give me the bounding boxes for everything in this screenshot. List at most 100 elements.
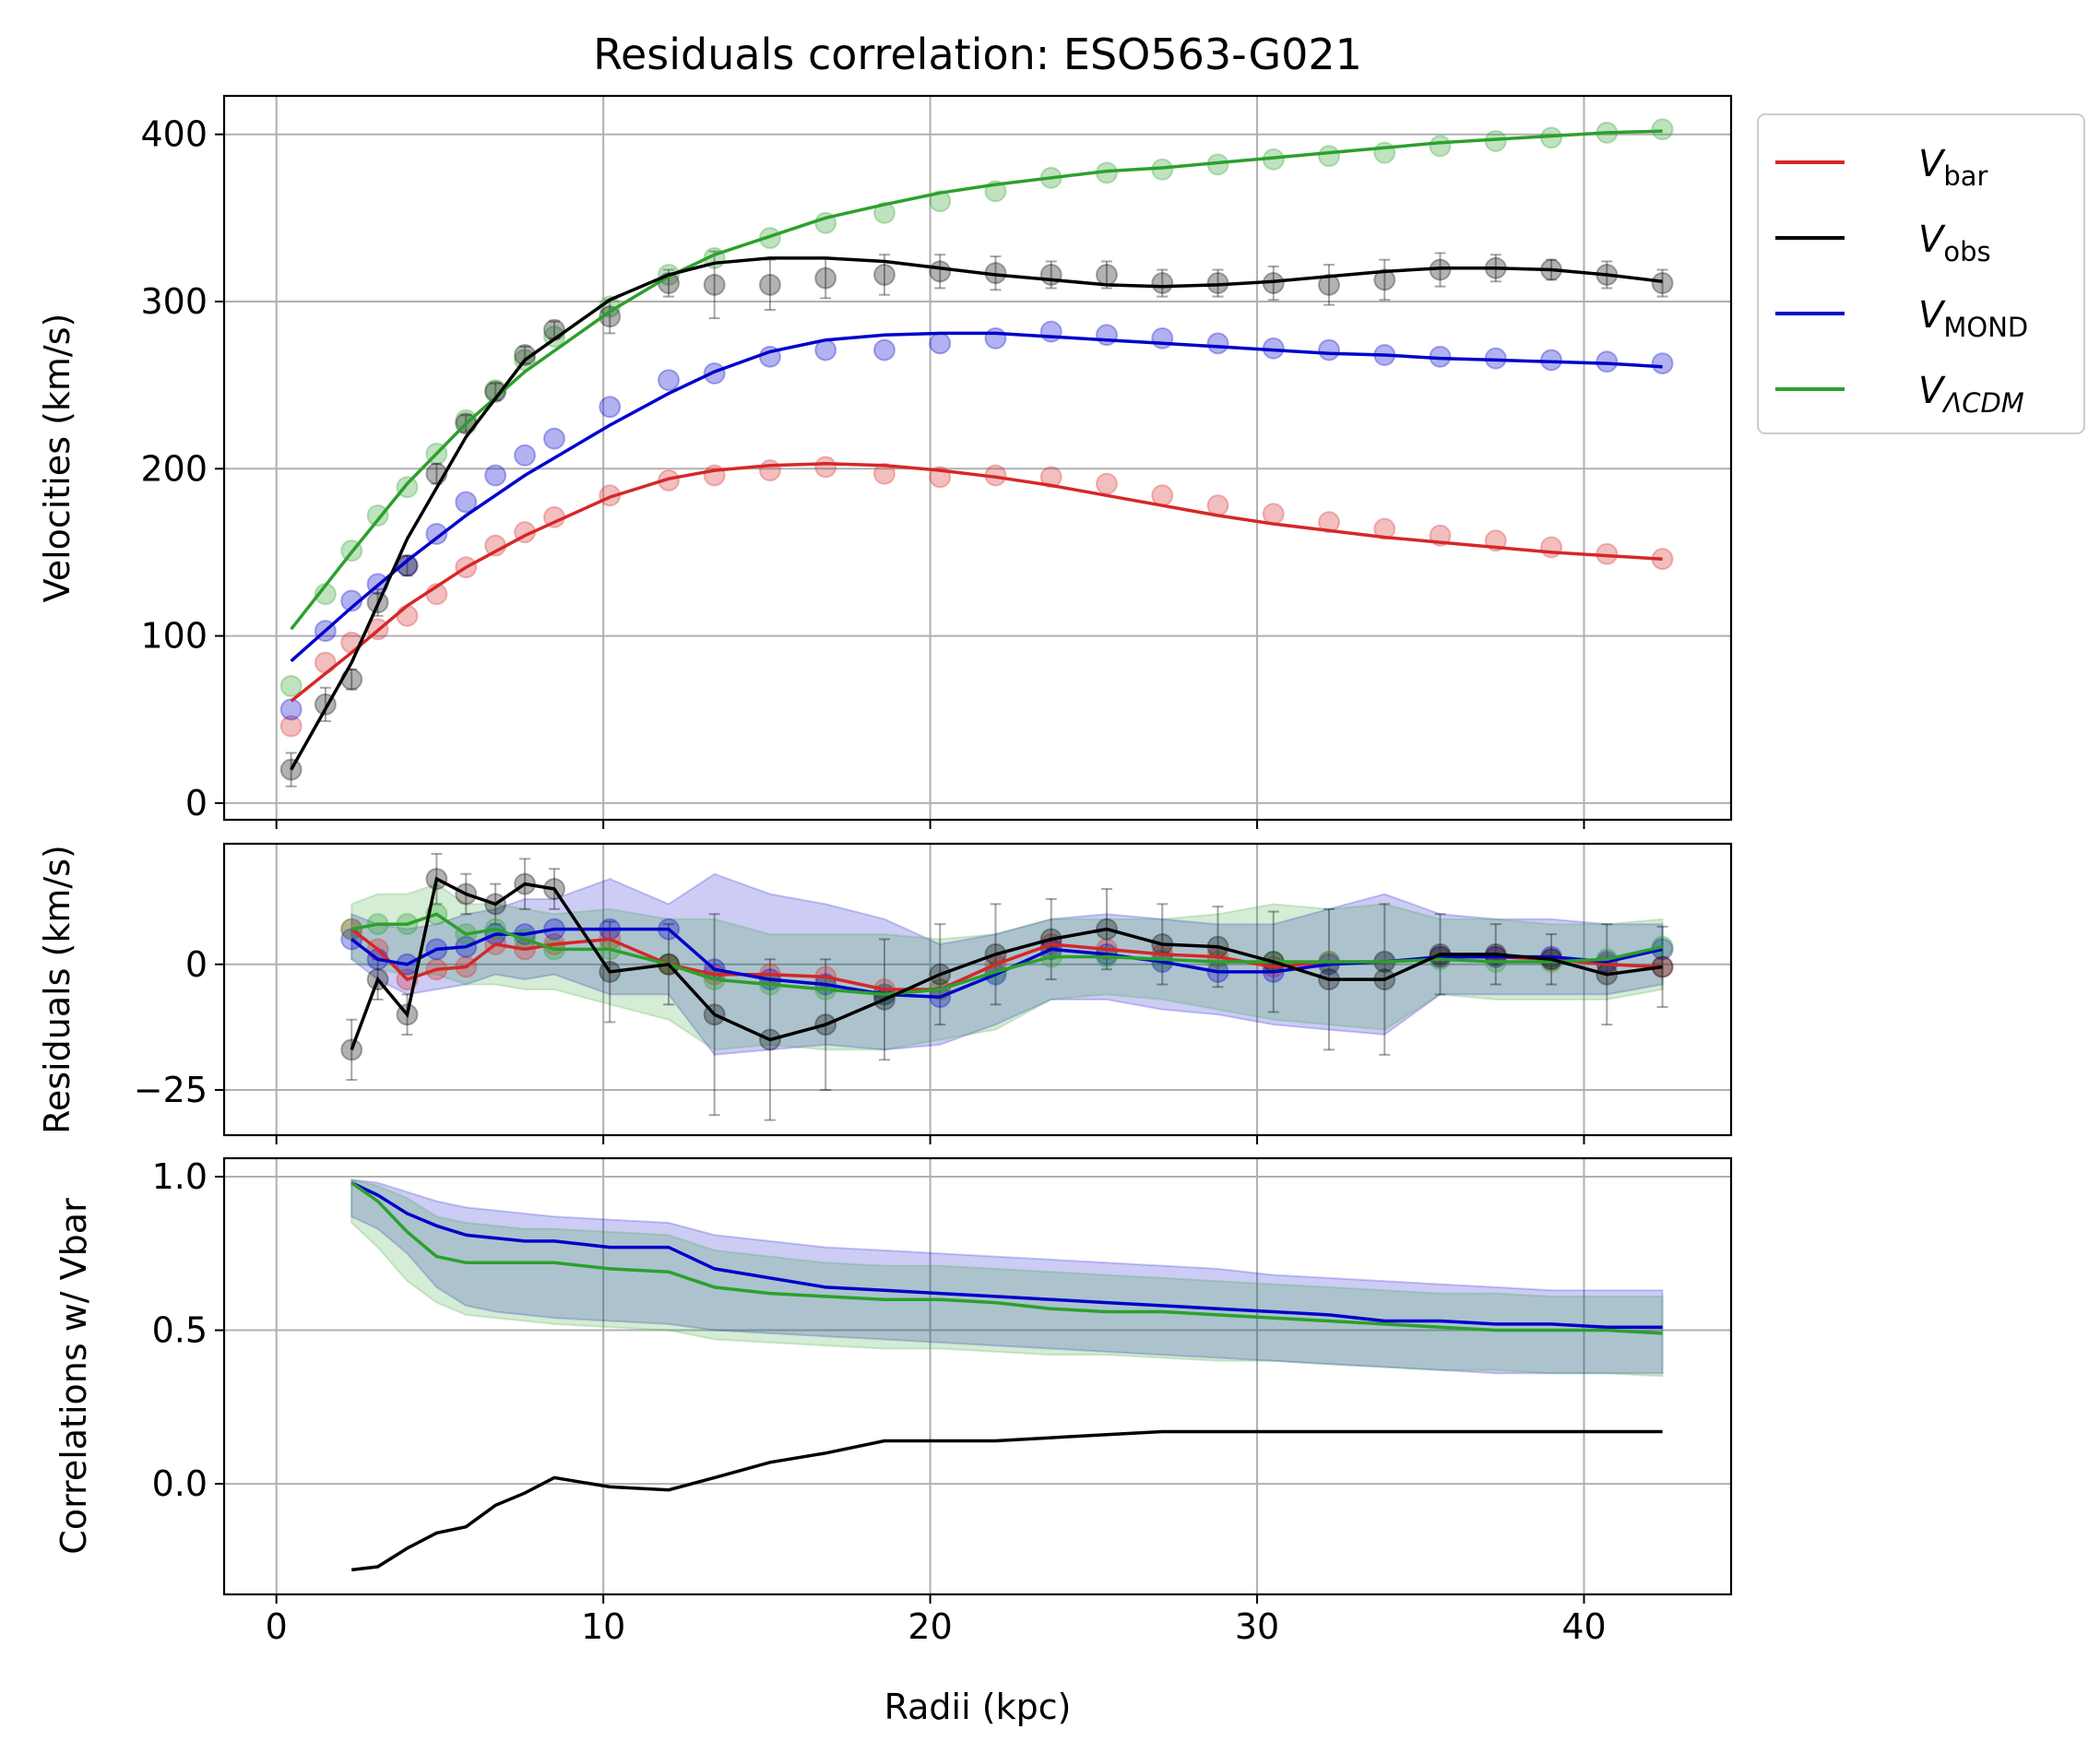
point-lcdm	[929, 190, 952, 213]
point-lcdm	[1318, 145, 1341, 168]
point-obs	[514, 344, 537, 367]
point-lcdm	[1651, 118, 1674, 141]
y-axis-label: Velocities (km/s)	[37, 314, 77, 603]
legend: Vbar Vobs VMOND VΛCDM	[1757, 113, 2085, 434]
point-bar	[279, 715, 303, 738]
point-lcdm	[872, 201, 896, 224]
y-tick-label: 300	[140, 281, 208, 322]
x-tick-label: 40	[1561, 1606, 1606, 1647]
y-tick-label: 0	[185, 944, 208, 985]
point-bar	[1096, 472, 1119, 495]
legend-label-obs: Vobs	[1918, 219, 1991, 267]
point-mond	[984, 326, 1007, 349]
x-axis-label: Radii (kpc)	[884, 1687, 1072, 1727]
point-bar	[872, 462, 896, 485]
y-tick-label: 0	[185, 783, 208, 823]
x-tick-label: 20	[908, 1606, 952, 1647]
point-obs	[484, 380, 507, 403]
x-tick-label: 0	[266, 1606, 288, 1647]
point-mond	[279, 698, 303, 721]
point-mond	[484, 464, 507, 487]
point-obs	[396, 554, 419, 577]
point-mond	[396, 554, 419, 577]
x-tick-label: 10	[581, 1606, 625, 1647]
y-tick-label: 0.0	[152, 1463, 208, 1504]
line-obs	[350, 1429, 1663, 1572]
y-tick-label: 1.0	[152, 1156, 208, 1197]
curve-obs	[290, 256, 1663, 771]
point-mond	[1651, 352, 1674, 375]
band-mond	[350, 1179, 1664, 1375]
band-mond	[350, 872, 1664, 1056]
axes-frame	[222, 1156, 1733, 1596]
point-bar	[1540, 536, 1563, 559]
point-obs	[1318, 273, 1341, 296]
line-lcdm	[350, 1181, 1663, 1335]
panel-correlations: 0 10 20 30 40 0.0 0.5 1.0 Correlations w/ Vbar Ra…	[53, 1156, 1733, 1727]
plot-area-velocities	[279, 118, 1674, 788]
point-obs	[1373, 268, 1396, 291]
point-mond	[1096, 324, 1119, 347]
panel-residuals: −25 0 Residuals (km/s)	[37, 842, 1733, 1144]
point-lcdm	[279, 674, 303, 697]
y-tick-label: 100	[140, 616, 208, 657]
point-obs	[703, 273, 726, 296]
point-mond	[1206, 332, 1229, 355]
point-bar	[758, 459, 781, 482]
point-bar	[1039, 466, 1062, 489]
point-lcdm	[455, 409, 478, 432]
curve-bar	[290, 462, 1663, 703]
point-obs	[1651, 272, 1674, 295]
legend-label-mond: VMOND	[1918, 294, 2028, 343]
panel-velocities: 0 100 200 300 400 Velocities (km/s)	[37, 94, 1733, 829]
legend-frame	[1757, 113, 2085, 434]
point-mond	[455, 491, 478, 514]
curve-lcdm	[290, 129, 1663, 631]
chart-title: Residuals correlation: ESO563-G021	[593, 30, 1362, 79]
point-obs	[279, 758, 303, 781]
curve-mond	[290, 331, 1663, 663]
point-bar	[1318, 511, 1341, 534]
point-obs	[872, 263, 896, 286]
point-bar	[1262, 503, 1285, 526]
plot-area-residuals	[340, 852, 1674, 1121]
point-mond	[658, 369, 681, 392]
plot-area-correlations	[350, 1179, 1664, 1572]
point-bar	[396, 604, 419, 627]
point-obs	[1151, 272, 1174, 295]
y-axis-label: Correlations w/ Vbar	[53, 1198, 94, 1555]
legend-label-bar: Vbar	[1918, 143, 1988, 192]
point-mond	[1318, 338, 1341, 361]
point-mond	[929, 332, 952, 355]
point-obs	[1096, 263, 1119, 286]
point-mond	[1151, 326, 1174, 349]
point-mond	[514, 444, 537, 467]
point-mond	[1039, 320, 1062, 343]
y-tick-label: 200	[140, 448, 208, 489]
line-mond	[350, 1181, 1663, 1329]
y-axis-label: Residuals (km/s)	[37, 845, 77, 1134]
line-lcdm	[350, 912, 1663, 997]
point-obs	[814, 267, 837, 290]
y-tick-label: −25	[134, 1070, 208, 1110]
point-mond	[542, 427, 565, 450]
point-bar	[814, 456, 837, 479]
point-obs	[599, 305, 622, 328]
point-bar	[1373, 517, 1396, 540]
legend-label-lcdm: VΛCDM	[1918, 370, 2024, 419]
axes-frame	[222, 94, 1733, 822]
band-lcdm	[350, 1179, 1664, 1378]
x-tick-label: 30	[1235, 1606, 1279, 1647]
point-obs	[929, 260, 952, 283]
y-tick-label: 0.5	[152, 1310, 208, 1351]
band-lcdm	[350, 882, 1664, 1051]
line-obs	[350, 876, 1663, 1051]
y-tick-label: 400	[140, 114, 208, 155]
point-bar	[1151, 484, 1174, 507]
point-mond	[425, 522, 448, 545]
point-obs	[542, 318, 565, 341]
point-lcdm	[1429, 135, 1452, 158]
point-obs	[758, 273, 781, 296]
